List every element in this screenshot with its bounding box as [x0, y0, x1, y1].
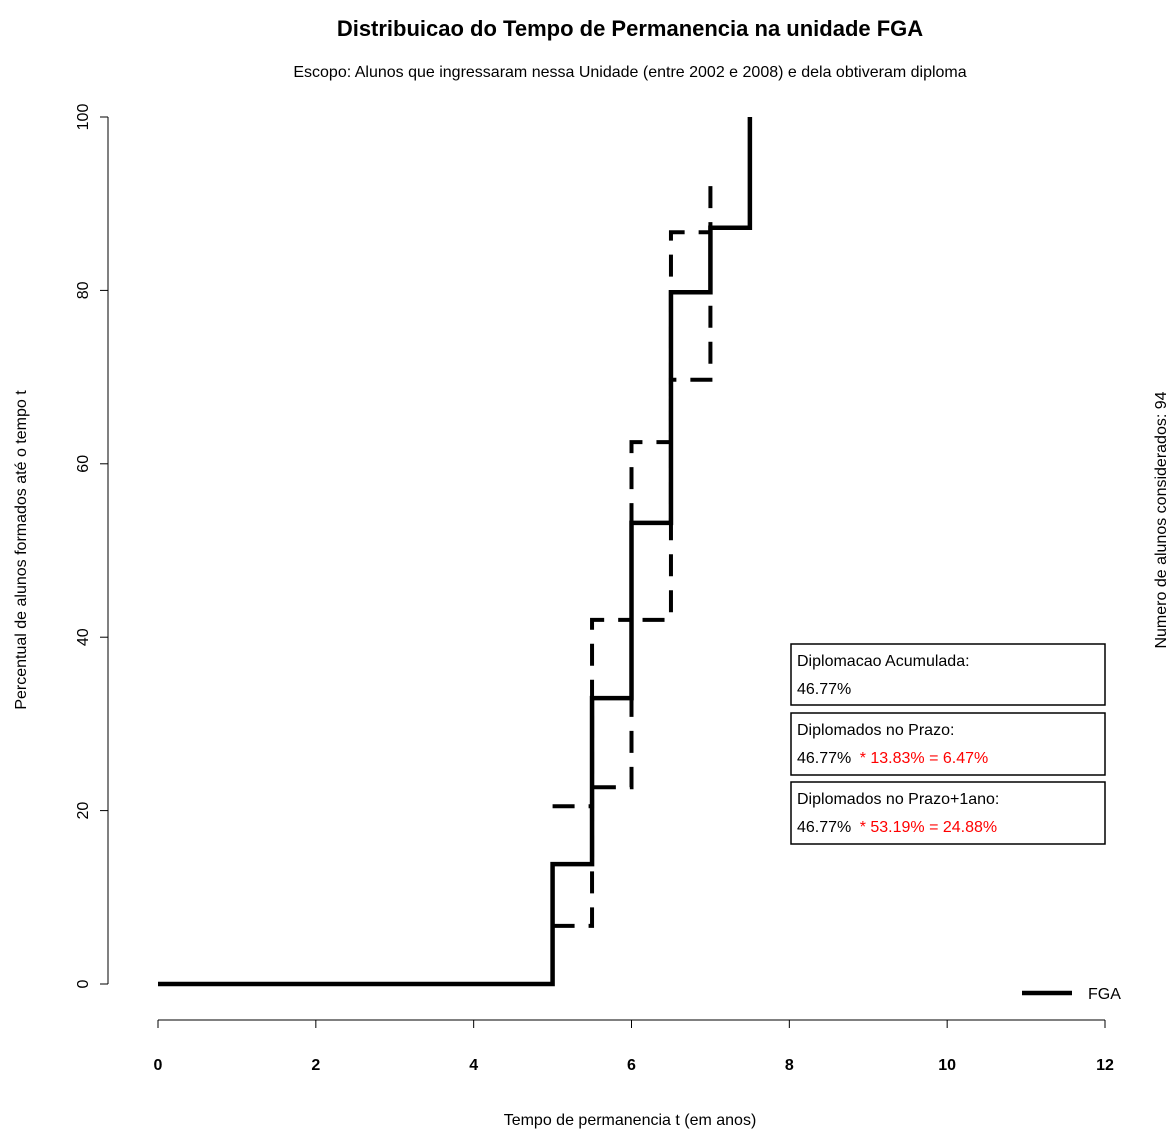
annotation-title: Diplomados no Prazo+1ano: [797, 791, 999, 808]
annotation-title: Diplomacao Acumulada: [797, 653, 970, 670]
annotation-value: 46.77% [797, 681, 851, 698]
y-axis-label: Percentual de alunos formados até o temp… [13, 390, 30, 710]
legend-label: FGA [1088, 986, 1121, 1003]
y-tick-label: 80 [75, 281, 92, 299]
x-tick-label: 0 [154, 1057, 163, 1074]
step-line [552, 290, 713, 928]
step-line [552, 180, 713, 809]
chart-subtitle: Escopo: Alunos que ingressaram nessa Uni… [293, 64, 966, 81]
y2-axis-label: Numero de alunos considerados: 94 [1153, 391, 1170, 648]
y-tick-label: 20 [75, 802, 92, 820]
x-tick-label: 4 [469, 1057, 478, 1074]
x-tick-label: 6 [627, 1057, 636, 1074]
annotation-highlight: * 13.83% = 6.47% [855, 750, 988, 767]
annotation-title: Diplomados no Prazo: [797, 722, 954, 739]
annotation-text: 46.77% * 13.83% = 6.47% [797, 750, 988, 767]
annotation-box [790, 643, 1106, 706]
chart-title: Distribuicao do Tempo de Permanencia na … [337, 16, 923, 41]
x-tick-label: 8 [785, 1057, 794, 1074]
step-line [158, 117, 753, 987]
annotation-text: 46.77% [797, 681, 851, 698]
y-tick-label: 40 [75, 628, 92, 646]
x-tick-label: 12 [1096, 1057, 1114, 1074]
x-axis-label: Tempo de permanencia t (em anos) [504, 1112, 757, 1129]
annotation-text: 46.77% * 53.19% = 24.88% [797, 819, 997, 836]
annotation-box [790, 712, 1106, 776]
y-tick-label: 100 [75, 104, 92, 131]
x-tick-label: 10 [938, 1057, 956, 1074]
annotation-highlight: * 53.19% = 24.88% [855, 819, 997, 836]
y-tick-label: 0 [75, 979, 92, 988]
annotation-value: 46.77% [797, 819, 851, 836]
annotation-box [790, 781, 1106, 845]
annotation-value: 46.77% [797, 750, 851, 767]
y-tick-label: 60 [75, 455, 92, 473]
x-tick-label: 2 [311, 1057, 320, 1074]
